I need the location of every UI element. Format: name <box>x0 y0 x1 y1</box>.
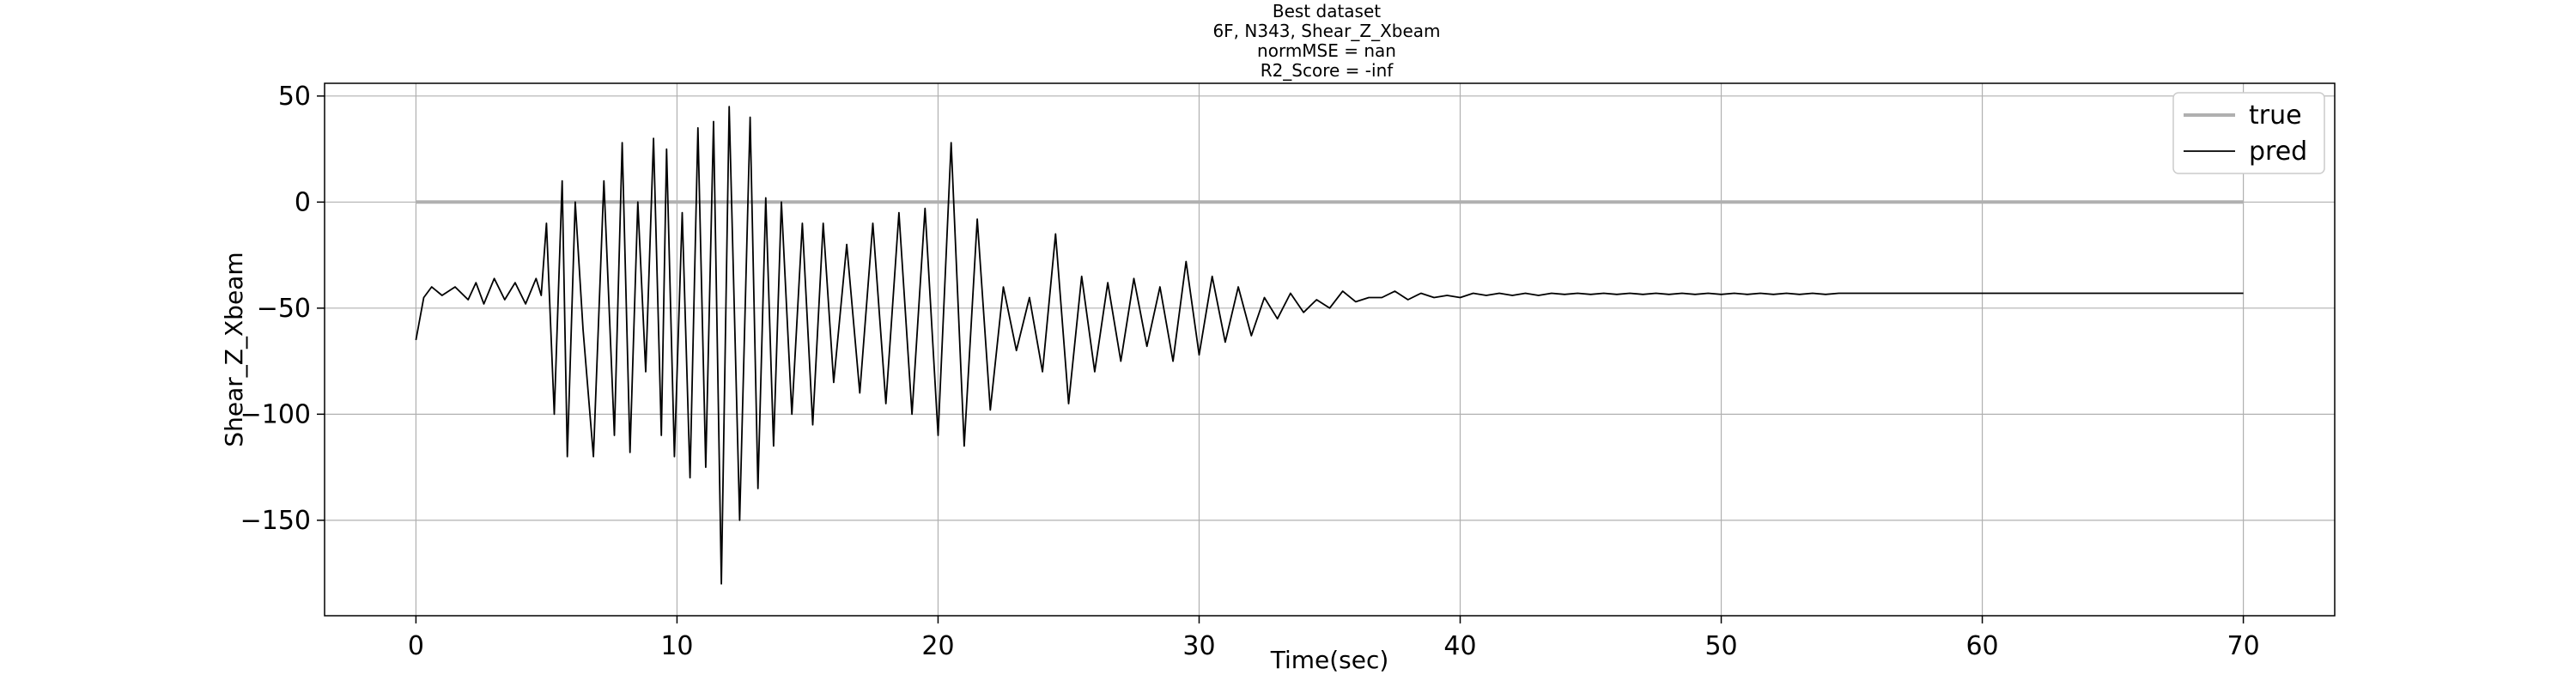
y-tick-label: 50 <box>278 82 311 112</box>
series-pred-line <box>415 106 2244 585</box>
x-tick-label: 40 <box>1443 631 1476 661</box>
legend-label-true: true <box>2249 100 2302 131</box>
y-tick-label: 0 <box>295 187 311 217</box>
y-axis-ticks: 50 0 −50 −100 −150 <box>240 82 325 536</box>
y-tick-label: −150 <box>240 506 311 536</box>
legend: true pred <box>2172 92 2325 174</box>
chart-title: Best dataset 6F, N343, Shear_Z_Xbeam nor… <box>1212 1 1440 81</box>
plot-frame <box>324 82 2336 617</box>
x-tick-label: 0 <box>408 631 424 661</box>
x-tick-label: 30 <box>1182 631 1215 661</box>
legend-box <box>2172 92 2325 174</box>
series-layer <box>415 106 2244 585</box>
title-line-2: 6F, N343, Shear_Z_Xbeam <box>1212 21 1440 41</box>
x-tick-label: 10 <box>660 631 693 661</box>
x-axis-label: Time(sec) <box>1270 646 1389 674</box>
x-tick-label: 50 <box>1704 631 1737 661</box>
title-line-3: normMSE = nan <box>1257 40 1396 61</box>
legend-label-pred: pred <box>2249 137 2307 167</box>
x-tick-label: 20 <box>921 631 954 661</box>
y-tick-label: −100 <box>240 399 311 429</box>
y-tick-label: −50 <box>257 294 311 324</box>
x-tick-label: 70 <box>2227 631 2259 661</box>
title-line-4: R2_Score = -inf <box>1261 60 1394 81</box>
x-axis-ticks: 0 10 20 30 40 50 60 70 <box>408 616 2260 661</box>
x-tick-label: 60 <box>1965 631 1998 661</box>
y-axis-label: Shear_Z_Xbeam <box>220 252 248 447</box>
title-line-1: Best dataset <box>1273 1 1381 21</box>
grid <box>325 83 2335 616</box>
